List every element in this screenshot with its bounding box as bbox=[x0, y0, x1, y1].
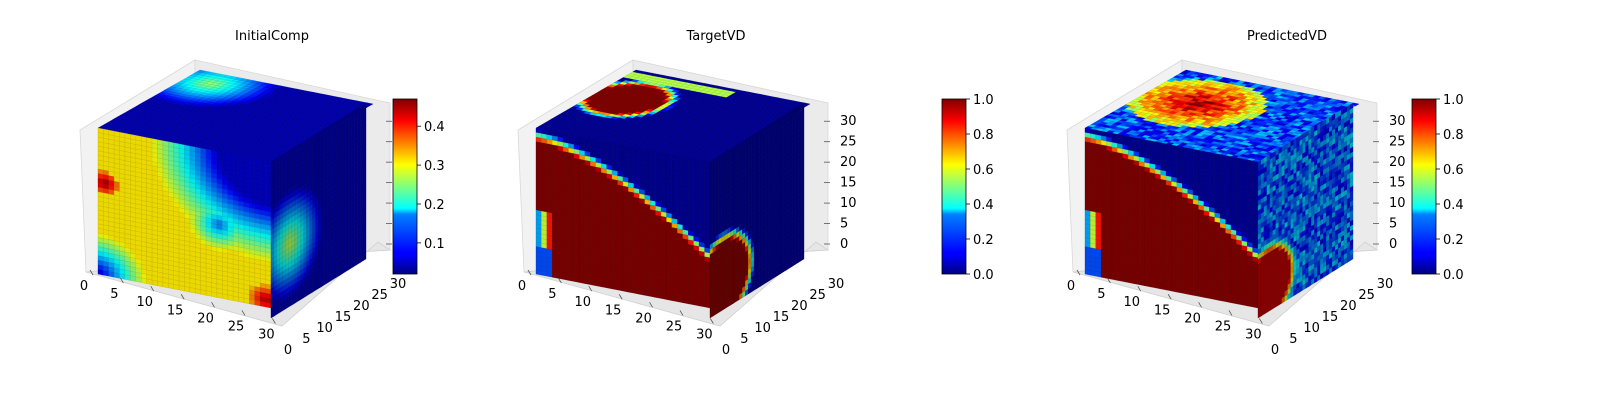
front-voxel bbox=[265, 302, 272, 309]
y-tick-label: 15 bbox=[335, 310, 352, 325]
front-voxel bbox=[233, 295, 239, 302]
y-tick-label: 25 bbox=[371, 288, 388, 303]
top-voxel bbox=[363, 102, 374, 106]
panel-title: TargetVD bbox=[685, 29, 745, 44]
x-tick-label: 0 bbox=[80, 279, 88, 294]
front-voxel bbox=[146, 278, 153, 285]
front-voxel bbox=[97, 269, 104, 276]
front-voxel bbox=[141, 277, 147, 284]
front-voxel bbox=[633, 288, 640, 295]
front-voxel bbox=[227, 294, 234, 301]
front-voxel bbox=[617, 285, 624, 292]
front-voxel bbox=[644, 290, 651, 297]
front-voxel bbox=[222, 293, 228, 300]
x-tick-label: 15 bbox=[167, 303, 184, 318]
x-tick-label: 5 bbox=[110, 287, 118, 302]
front-voxel bbox=[114, 272, 120, 279]
colorbar-tick-label: 0.1 bbox=[424, 237, 445, 252]
x-tick-label: 30 bbox=[258, 328, 275, 343]
colorbar: 0.1 0.2 0.3 0.4 bbox=[392, 98, 445, 275]
y-tick-label: 30 bbox=[390, 277, 407, 292]
colorbar-gradient bbox=[392, 98, 418, 275]
colorbar-tick-label: 0.2 bbox=[424, 198, 445, 213]
front-voxel bbox=[216, 292, 223, 299]
colorbar-tick-label: 0.3 bbox=[424, 159, 445, 174]
front-voxel bbox=[135, 276, 142, 283]
front-voxel bbox=[124, 274, 131, 281]
front-voxel bbox=[200, 289, 207, 296]
front-voxel bbox=[178, 285, 185, 292]
front-voxel bbox=[628, 287, 635, 294]
x-tick-label: 10 bbox=[137, 295, 154, 310]
front-voxel bbox=[173, 284, 180, 291]
front-voxel bbox=[579, 277, 586, 284]
colorbar-tick-label: 0.4 bbox=[424, 120, 445, 135]
x-tick-label: 25 bbox=[228, 319, 245, 334]
front-voxel bbox=[563, 274, 569, 281]
front-voxel bbox=[611, 284, 618, 291]
y-tick-label: 5 bbox=[302, 332, 310, 347]
front-voxel bbox=[606, 283, 613, 290]
front-voxel bbox=[622, 286, 629, 293]
front-voxel bbox=[660, 293, 667, 300]
front-voxel bbox=[130, 275, 136, 282]
front-voxel bbox=[552, 272, 558, 279]
front-voxel bbox=[249, 298, 255, 306]
front-voxel bbox=[601, 281, 607, 289]
front-voxel bbox=[573, 276, 580, 283]
front-voxel bbox=[238, 296, 245, 303]
front-voxel bbox=[650, 291, 656, 298]
front-voxel bbox=[157, 280, 164, 288]
front-voxel bbox=[595, 280, 602, 288]
front-voxel bbox=[568, 275, 575, 282]
panel-title: InitialComp bbox=[235, 29, 309, 44]
front-voxel bbox=[189, 287, 196, 294]
voxel-cube bbox=[97, 69, 374, 319]
front-voxel bbox=[655, 292, 662, 299]
front-voxel bbox=[162, 281, 169, 289]
front-voxel bbox=[535, 269, 542, 276]
voxel-cube bbox=[535, 69, 811, 319]
y-tick-label: 20 bbox=[353, 299, 370, 314]
front-voxel bbox=[639, 289, 645, 296]
y-tick-label: 0 bbox=[284, 343, 292, 358]
front-voxel bbox=[168, 283, 174, 290]
x-tick-label: 20 bbox=[197, 311, 214, 326]
front-voxel bbox=[151, 279, 158, 286]
front-voxel bbox=[584, 278, 591, 285]
front-voxel bbox=[211, 291, 218, 298]
front-voxel bbox=[108, 271, 115, 278]
panel-targetvd: TargetVD 0510152025300510152025300510152… bbox=[517, 29, 994, 358]
front-voxel bbox=[205, 290, 212, 297]
front-voxel bbox=[666, 294, 673, 301]
front-voxel bbox=[671, 295, 678, 302]
front-voxel bbox=[260, 301, 266, 308]
front-voxel bbox=[254, 300, 261, 307]
front-voxel bbox=[546, 271, 553, 278]
front-voxel bbox=[541, 270, 548, 277]
front-voxel bbox=[195, 288, 201, 295]
front-voxel bbox=[243, 297, 250, 305]
front-voxel bbox=[184, 286, 191, 293]
front-voxel bbox=[103, 270, 109, 277]
y-tick-label: 10 bbox=[316, 321, 333, 336]
front-voxel bbox=[590, 279, 596, 286]
